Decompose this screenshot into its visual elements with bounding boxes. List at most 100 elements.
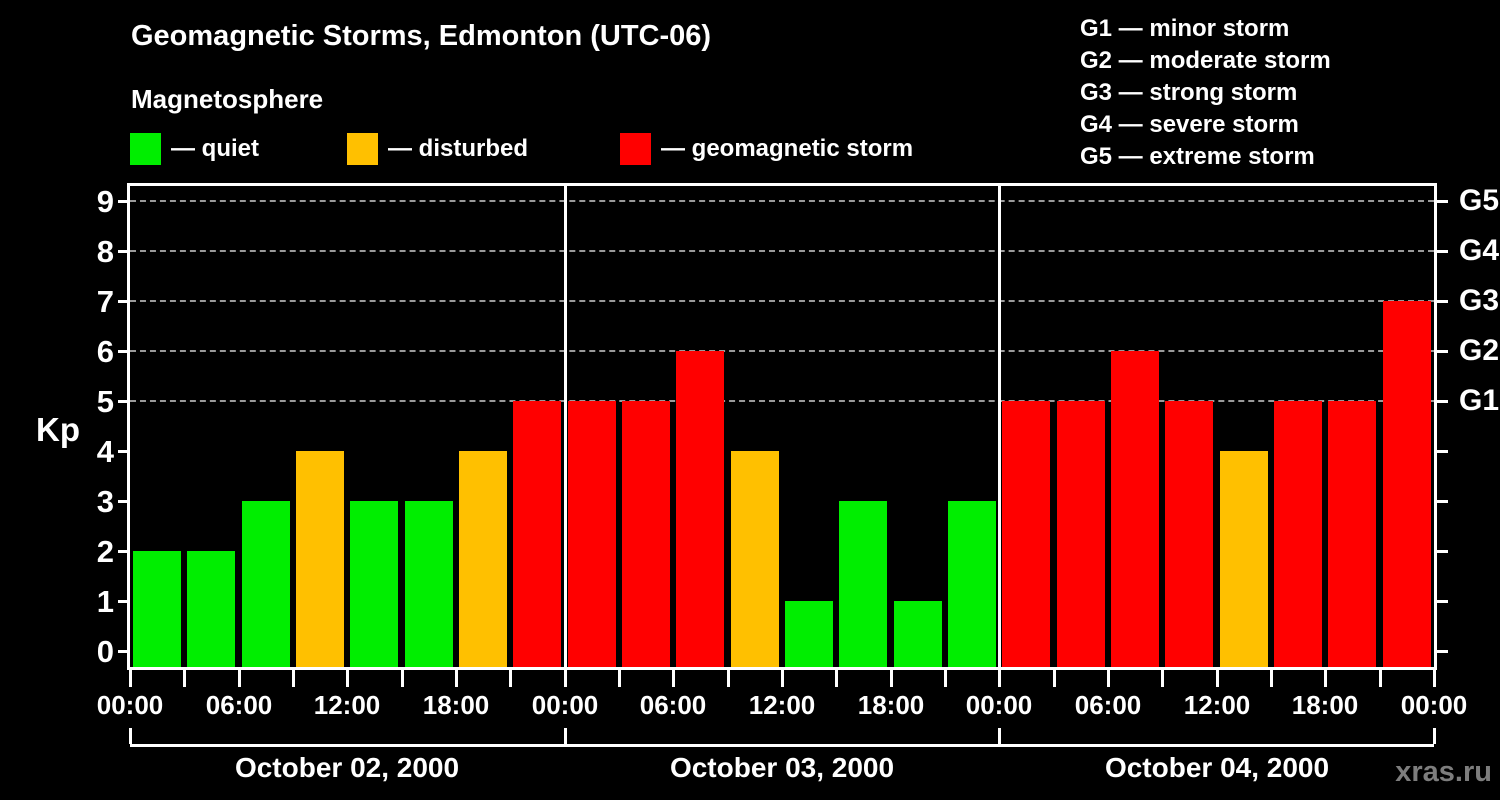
x-axis-label: 12:00 — [313, 690, 381, 720]
x-axis-tick — [1379, 670, 1382, 687]
x-axis-tick — [401, 670, 404, 687]
storm-scale-item: G2 — moderate storm — [1080, 47, 1331, 74]
right-axis-tick — [1437, 250, 1448, 253]
kp-bar-quiet — [350, 501, 398, 667]
x-axis-label: 00:00 — [1400, 690, 1468, 720]
gridline-kp8 — [130, 250, 1434, 252]
plot-area — [127, 183, 1437, 670]
legend-item-label: — disturbed — [388, 135, 529, 162]
kp-bar-quiet — [839, 501, 887, 667]
kp-bar-disturbed — [1220, 451, 1268, 667]
kp-bar-disturbed — [459, 451, 507, 667]
y-axis-tick — [118, 650, 127, 653]
x-axis-label: 00:00 — [96, 690, 164, 720]
y-axis-label: 1 — [96, 584, 114, 619]
x-axis-tick — [672, 670, 675, 687]
legend-title: Magnetosphere — [131, 84, 324, 114]
legend-item-label: — quiet — [171, 135, 259, 162]
x-axis-tick — [1216, 670, 1219, 687]
kp-bar-storm — [568, 401, 616, 667]
legend-item-disturbed: — disturbed — [347, 133, 528, 165]
g-scale-label-G5: G5 — [1459, 184, 1500, 217]
kp-bar-quiet — [948, 501, 996, 667]
kp-bar-quiet — [894, 601, 942, 667]
right-axis-tick — [1437, 300, 1448, 303]
y-axis-label: 2 — [96, 534, 114, 569]
legend-swatch-storm-icon — [620, 133, 651, 165]
gridline-kp5 — [130, 400, 1434, 402]
right-axis-tick — [1437, 350, 1448, 353]
kp-bar-storm — [1328, 401, 1376, 667]
x-axis-tick — [998, 670, 1001, 687]
kp-bar-storm — [513, 401, 561, 667]
y-axis-tick — [118, 300, 127, 303]
kp-bar-storm — [1274, 401, 1322, 667]
x-axis-tick — [455, 670, 458, 687]
kp-bar-storm — [1111, 351, 1159, 667]
y-axis-tick — [118, 250, 127, 253]
x-axis-tick — [727, 670, 730, 687]
right-axis-tick — [1437, 200, 1448, 203]
kp-bar-storm — [1383, 301, 1431, 667]
x-axis-tick — [129, 670, 132, 687]
x-axis-tick — [292, 670, 295, 687]
storm-scale-item: G5 — extreme storm — [1080, 143, 1315, 170]
date-bracket-tick — [998, 728, 1001, 744]
date-bracket-tick — [1433, 728, 1436, 744]
y-axis-tick — [118, 500, 127, 503]
x-axis-tick — [1433, 670, 1436, 687]
x-axis-label: 00:00 — [531, 690, 599, 720]
x-axis-tick — [564, 670, 567, 687]
date-bracket-tick — [564, 728, 567, 744]
right-axis-tick — [1437, 550, 1448, 553]
legend-item-label: — geomagnetic storm — [661, 135, 914, 162]
legend-item-quiet: — quiet — [130, 133, 259, 165]
kp-axis-title: Kp — [36, 411, 80, 448]
kp-bar-storm — [1002, 401, 1050, 667]
kp-color-legend: — quiet — disturbed — geomagnetic storm — [0, 133, 1000, 167]
x-axis-label: 18:00 — [1291, 690, 1359, 720]
x-axis-tick — [835, 670, 838, 687]
right-axis-tick — [1437, 400, 1448, 403]
x-axis-label: 12:00 — [1183, 690, 1251, 720]
g-scale-label-G4: G4 — [1459, 234, 1500, 267]
date-bracket — [130, 744, 1434, 747]
date-label: October 03, 2000 — [669, 752, 895, 783]
x-axis-tick — [238, 670, 241, 687]
y-axis-tick — [118, 600, 127, 603]
x-axis-tick — [1270, 670, 1273, 687]
kp-bar-disturbed — [296, 451, 344, 667]
right-axis-tick — [1437, 500, 1448, 503]
kp-bar-storm — [622, 401, 670, 667]
g-scale-label-G2: G2 — [1459, 334, 1500, 367]
x-axis-tick — [890, 670, 893, 687]
x-axis-tick — [944, 670, 947, 687]
y-axis-label: 0 — [96, 634, 114, 669]
x-axis-label: 06:00 — [205, 690, 273, 720]
x-axis-label: 18:00 — [422, 690, 490, 720]
x-axis-tick — [1324, 670, 1327, 687]
legend-item-storm: — geomagnetic storm — [620, 133, 913, 165]
y-axis-label: 9 — [96, 184, 114, 219]
g-scale-label-G3: G3 — [1459, 284, 1500, 317]
y-axis-tick — [118, 400, 127, 403]
kp-bar-storm — [1057, 401, 1105, 667]
legend-swatch-quiet-icon — [130, 133, 161, 165]
storm-scale-item: G4 — severe storm — [1080, 111, 1299, 138]
x-axis-tick — [509, 670, 512, 687]
gridline-kp7 — [130, 300, 1434, 302]
kp-bar-storm — [1165, 401, 1213, 667]
kp-bar-quiet — [187, 551, 235, 667]
x-axis-label: 12:00 — [748, 690, 816, 720]
storm-scale-legend: G1 — minor storm G2 — moderate storm G3 — … — [1080, 13, 1331, 173]
kp-bar-quiet — [785, 601, 833, 667]
kp-bar-quiet — [242, 501, 290, 667]
gridline-kp6 — [130, 350, 1434, 352]
x-axis-label: 00:00 — [965, 690, 1033, 720]
x-axis-tick — [346, 670, 349, 687]
right-axis-tick — [1437, 600, 1448, 603]
y-axis-label: 3 — [96, 484, 114, 519]
y-axis-label: 7 — [96, 284, 114, 319]
x-axis-label: 18:00 — [857, 690, 925, 720]
